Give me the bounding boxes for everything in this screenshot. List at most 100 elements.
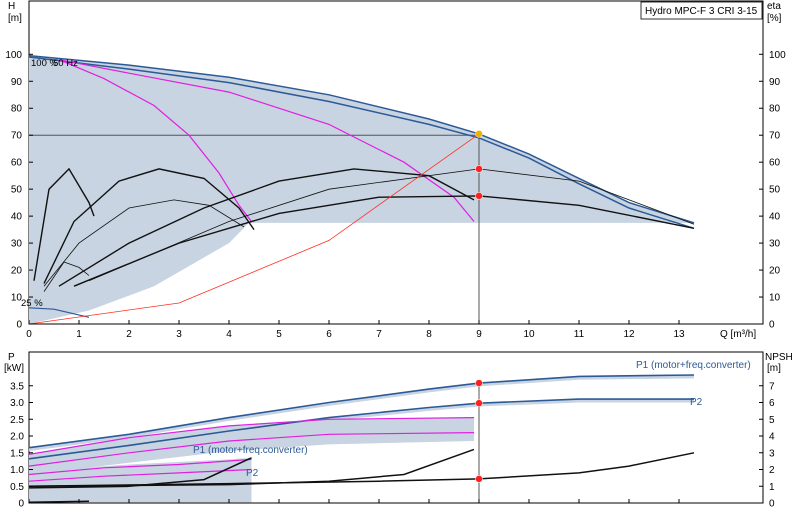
curve-npsh_min — [28, 500, 90, 504]
curve-p1_1pump — [28, 458, 252, 476]
x-tick-label-3: 3 — [176, 329, 182, 340]
right-tick-label-20: 20 — [769, 266, 781, 277]
left-tick-label-0: 0 — [16, 320, 22, 331]
annotation-p1-low: P1 (motor+freq.converter) — [193, 445, 308, 456]
bottom-right-tick-label-0: 0 — [769, 499, 775, 510]
x-tick-label-13: 13 — [673, 329, 685, 340]
bottom-left-tick-label-5: 2.5 — [10, 415, 24, 426]
bottom-marker-1 — [475, 399, 483, 407]
x-tick-label-11: 11 — [574, 329, 585, 340]
top-ylabel-right: eta — [767, 1, 781, 12]
x-tick-label-9: 9 — [476, 329, 482, 340]
x-tick-label-4: 4 — [226, 329, 232, 340]
curve-p2_2pumps — [28, 432, 475, 467]
bottom-plot-frame — [28, 351, 764, 504]
right-tick-label-90: 90 — [769, 77, 781, 88]
annotation-p1-top: P1 (motor+freq.converter) — [636, 360, 751, 371]
bottom-right-tick-label-7: 7 — [769, 381, 775, 392]
x-tick-label-12: 12 — [623, 329, 635, 340]
curve-p2_max — [28, 398, 694, 460]
right-tick-label-70: 70 — [769, 131, 781, 142]
duty-point-marker-0 — [475, 130, 483, 138]
left-tick-label-100: 100 — [5, 50, 22, 61]
left-tick-label-30: 30 — [11, 239, 23, 250]
curve-efficiency_1_pump_b — [43, 199, 245, 287]
x-tick-label-2: 2 — [126, 329, 132, 340]
curve-p2_1pump — [28, 468, 252, 482]
bottom-right-tick-label-3: 3 — [769, 448, 775, 459]
duty-point-marker-1 — [475, 165, 483, 173]
bottom-left-tick-label-4: 2.0 — [10, 432, 24, 443]
bottom-left-tick-label-7: 3.5 — [10, 381, 24, 392]
duty-point-marker-2 — [475, 192, 483, 200]
curve-npsh_2 — [28, 448, 475, 488]
curve-min_speed_curve — [28, 307, 90, 318]
annotation-25-percent: 25 % — [21, 298, 43, 309]
x-tick-label-0: 0 — [26, 329, 32, 340]
bottom-plot-content: 0 0.5 1.0 1.5 2.0 2.5 3.0 3.5 0 1 2 3 4 5 6 7 — [10, 374, 775, 510]
bottom-yunit-right: [m] — [767, 363, 781, 374]
bottom-right-tick-label-4: 4 — [769, 432, 775, 443]
bottom-left-tick-label-6: 3.0 — [10, 398, 24, 409]
curve-efficiency_1_pump — [43, 168, 255, 284]
curve-head_2_pumps — [58, 59, 475, 222]
right-tick-label-100: 100 — [769, 50, 786, 61]
right-tick-label-60: 60 — [769, 158, 781, 169]
left-tick-label-90: 90 — [11, 77, 23, 88]
p-1pump-shade — [29, 457, 252, 503]
bottom-right-tick-label-2: 2 — [769, 465, 775, 476]
top-yunit-right: [%] — [767, 13, 782, 24]
annotation-50hz: 50 Hz — [53, 58, 78, 69]
left-tick-label-40: 40 — [11, 212, 23, 223]
bottom-marker-2 — [475, 475, 483, 483]
p-2pumps-shade — [29, 417, 474, 475]
bottom-yunit: [kW] — [4, 363, 24, 374]
top-ylabel: H — [8, 1, 15, 12]
bottom-right-tick-label-1: 1 — [769, 482, 775, 493]
bottom-left-tick-label-2: 1.0 — [10, 465, 24, 476]
left-tick-label-80: 80 — [11, 104, 23, 115]
right-tick-label-80: 80 — [769, 104, 781, 115]
power-npsh-panel: P [kW] NPSH [m] 0 0.5 1.0 1.5 2.0 2.5 3.0 3.5 0 1… — [4, 351, 793, 510]
right-tick-label-0: 0 — [769, 320, 775, 331]
bottom-ylabel: P — [8, 352, 15, 363]
left-tick-label-20: 20 — [11, 266, 23, 277]
annotation-p2-top: P2 — [690, 397, 703, 408]
bottom-left-tick-label-0: 0 — [18, 499, 24, 510]
bottom-right-tick-label-5: 5 — [769, 415, 775, 426]
x-tick-label-6: 6 — [326, 329, 332, 340]
curve-npsh_1 — [28, 457, 252, 489]
curve-efficiency_small_b — [43, 261, 90, 292]
left-tick-label-50: 50 — [11, 185, 23, 196]
bottom-marker-0 — [475, 379, 483, 387]
curve-head_1_pump — [58, 59, 252, 222]
right-tick-label-10: 10 — [769, 293, 781, 304]
right-tick-label-50: 50 — [769, 185, 781, 196]
curve-p1_2pumps — [28, 417, 475, 455]
bottom-ylabel-right: NPSH — [765, 352, 793, 363]
x-tick-label-7: 7 — [376, 329, 382, 340]
right-tick-label-30: 30 — [769, 239, 781, 250]
left-tick-label-70: 70 — [11, 131, 23, 142]
top-yunit: [m] — [8, 13, 22, 24]
operating-region-shade — [29, 55, 694, 324]
bottom-left-tick-label-1: 0.5 — [10, 482, 24, 493]
left-tick-label-10: 10 — [11, 293, 23, 304]
curve-efficiency_3_pumps_b — [88, 168, 695, 282]
head-efficiency-panel: Hydro MPC-F 3 CRI 3-15 H [m] eta [%] Q [… — [5, 0, 786, 340]
top-title-box: Hydro MPC-F 3 CRI 3-15 — [640, 1, 763, 20]
bottom-left-tick-label-3: 1.5 — [10, 448, 24, 459]
curve-efficiency_small — [33, 167, 95, 281]
bottom-right-tick-label-6: 6 — [769, 398, 775, 409]
curve-p1_max — [28, 374, 695, 449]
x-tick-label-8: 8 — [426, 329, 432, 340]
curve-pump_curve_low — [28, 56, 695, 230]
curve-system_curve — [28, 133, 480, 325]
annotation-p2-low: P2 — [246, 468, 259, 479]
x-tick-label-10: 10 — [523, 329, 535, 340]
chart-title: Hydro MPC-F 3 CRI 3-15 — [645, 6, 758, 17]
left-tick-label-60: 60 — [11, 158, 23, 169]
x-tick-label-1: 1 — [76, 329, 82, 340]
